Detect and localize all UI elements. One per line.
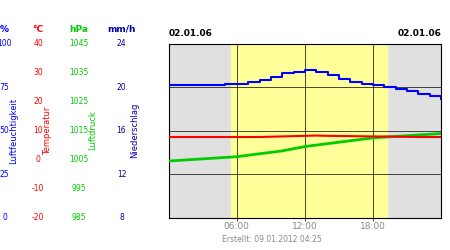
Text: %: % <box>0 25 9 34</box>
Text: Temperatur: Temperatur <box>43 106 52 155</box>
Text: 1005: 1005 <box>69 155 89 164</box>
Text: 30: 30 <box>33 68 43 77</box>
Text: 40: 40 <box>33 39 43 48</box>
Text: Niederschlag: Niederschlag <box>130 103 140 158</box>
Text: 10: 10 <box>33 126 43 135</box>
Text: 20: 20 <box>117 83 126 92</box>
Text: 1035: 1035 <box>69 68 89 77</box>
Text: 25: 25 <box>0 170 9 178</box>
Text: 16: 16 <box>117 126 126 135</box>
Text: °C: °C <box>33 25 44 34</box>
Text: 0: 0 <box>2 213 7 222</box>
Text: 02.01.06: 02.01.06 <box>397 28 441 38</box>
Text: 20: 20 <box>33 97 43 106</box>
Bar <box>231 44 387 218</box>
Text: -10: -10 <box>32 184 45 193</box>
Text: 1045: 1045 <box>69 39 89 48</box>
Text: hPa: hPa <box>69 25 88 34</box>
Text: 1025: 1025 <box>69 97 88 106</box>
Text: 12: 12 <box>117 170 126 178</box>
Text: Luftdruck: Luftdruck <box>88 111 97 150</box>
Text: -20: -20 <box>32 213 45 222</box>
Text: 50: 50 <box>0 126 9 135</box>
Text: 75: 75 <box>0 83 9 92</box>
Text: 8: 8 <box>119 213 124 222</box>
Text: 24: 24 <box>117 39 126 48</box>
Text: 02.01.06: 02.01.06 <box>169 28 212 38</box>
Text: Luftfeuchtigkeit: Luftfeuchtigkeit <box>9 98 18 164</box>
Text: 0: 0 <box>36 155 40 164</box>
Text: Erstellt: 09.01.2012 04:25: Erstellt: 09.01.2012 04:25 <box>222 235 322 244</box>
Text: 985: 985 <box>72 213 86 222</box>
Text: mm/h: mm/h <box>107 25 136 34</box>
Text: 1015: 1015 <box>69 126 88 135</box>
Text: 100: 100 <box>0 39 12 48</box>
Text: 995: 995 <box>72 184 86 193</box>
